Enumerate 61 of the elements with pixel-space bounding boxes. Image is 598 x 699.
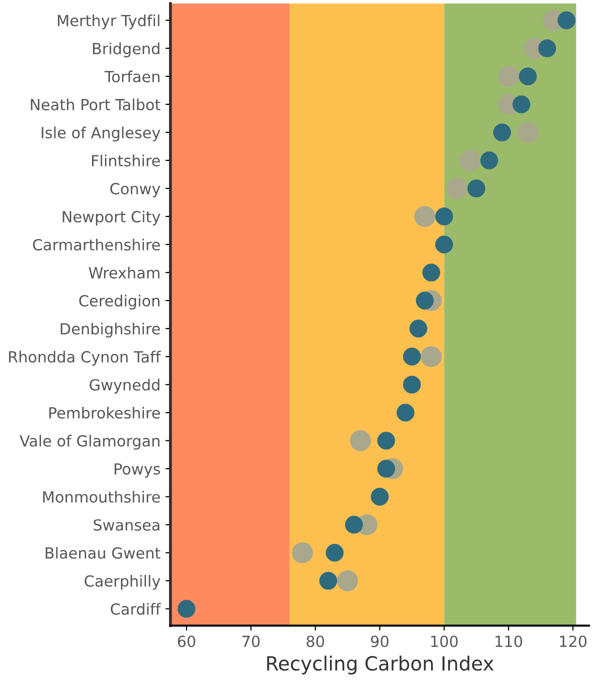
point [420, 346, 442, 368]
point [319, 572, 338, 590]
y-tick-label: Wrexham [88, 266, 160, 279]
y-tick-label: Gwynedd [90, 378, 160, 394]
point [414, 206, 436, 227]
y-tick-label: Monmouthshire [43, 490, 160, 503]
point [326, 544, 344, 562]
y-tick-label: Flintshire [92, 154, 160, 166]
point [396, 404, 414, 422]
y-tick-label: Bridgend [93, 42, 160, 58]
point [493, 123, 511, 142]
point [403, 348, 421, 366]
point [558, 11, 576, 30]
y-tick-label: Newport City [62, 210, 160, 226]
y-tick-label: Torfaen [104, 70, 160, 82]
point [517, 122, 538, 143]
point [377, 460, 396, 478]
point [416, 292, 434, 310]
y-tick-label: Caerphilly [84, 574, 160, 590]
x-tick-label: 90 [370, 636, 388, 648]
y-tick-label: Powys [114, 463, 160, 478]
point [467, 180, 486, 198]
x-tick-label: 120 [560, 636, 586, 648]
point [350, 430, 371, 452]
point [480, 152, 498, 170]
point [435, 236, 454, 254]
y-tick-label: Swansea [94, 519, 160, 531]
point [409, 320, 428, 338]
y-tick-label: Ceredigion [79, 294, 160, 310]
point [337, 570, 358, 592]
y-tick-label: Neath Port Talbot [30, 98, 160, 110]
point [512, 95, 530, 114]
y-tick-label: Conwy [110, 182, 160, 198]
point [498, 66, 520, 87]
y-tick-label: Denbighshire [60, 322, 160, 338]
x-tick-label: 100 [431, 636, 458, 648]
point [538, 39, 556, 58]
y-tick-label: Merthyr Tydfil [58, 14, 160, 30]
y-tick-label: Vale of Glamorgan [20, 434, 160, 450]
x-tick-label: 80 [306, 636, 324, 648]
x-axis-title: Recycling Carbon Index [267, 656, 494, 674]
point [518, 67, 537, 86]
y-tick-label: Cardiff [110, 602, 161, 615]
point [435, 208, 454, 226]
point [459, 150, 480, 171]
y-tick-label: Isle of Anglesey [42, 126, 160, 142]
y-tick-label: Carmarthenshire [33, 238, 160, 251]
point [178, 600, 196, 618]
point [370, 488, 389, 506]
point [446, 178, 468, 199]
x-tick-label: 60 [178, 636, 196, 648]
point [345, 516, 363, 534]
point [422, 264, 440, 282]
point [377, 432, 396, 450]
y-tick-label: Rhondda Cynon Taff [9, 350, 161, 366]
y-tick-label: Blaenau Gwent [46, 546, 160, 559]
x-tick-label: 70 [242, 636, 260, 648]
point [292, 542, 313, 564]
x-tick-label: 110 [496, 636, 522, 648]
y-tick-label: Pembrokeshire [49, 406, 160, 419]
point [403, 376, 421, 394]
